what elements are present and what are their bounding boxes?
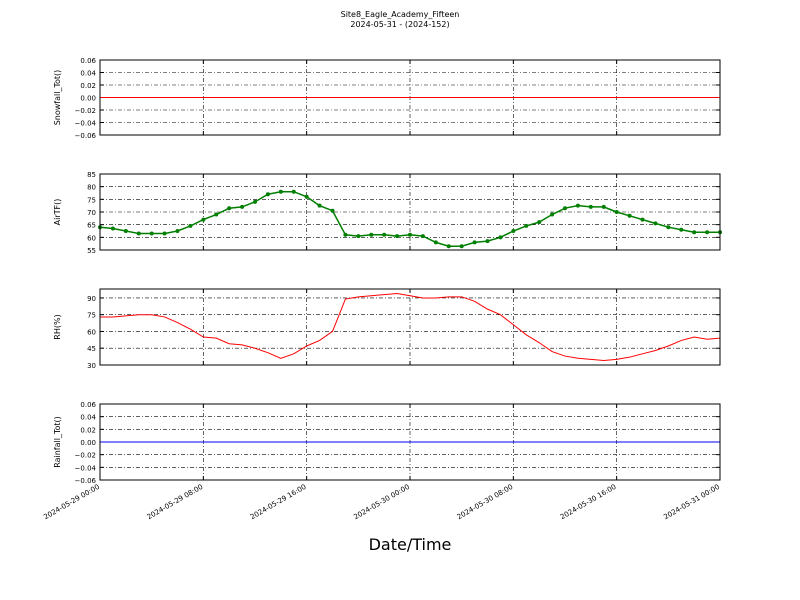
- data-point: [524, 223, 529, 228]
- data-point: [162, 231, 167, 236]
- subtitle: 2024-05-31 - (2024-152): [350, 20, 449, 29]
- plot-frame: [99, 173, 721, 251]
- data-point: [408, 232, 412, 237]
- data-point: [472, 240, 477, 245]
- plot-frame: [99, 403, 721, 481]
- data-point: [485, 239, 490, 244]
- y-tick-label: 0.00: [80, 439, 96, 447]
- y-tick-label: −0.06: [75, 477, 97, 485]
- plot-frame: [99, 288, 721, 366]
- data-point: [136, 231, 141, 236]
- data-point: [679, 227, 684, 232]
- y-tick-label: −0.04: [75, 120, 97, 128]
- y-tick-label: 55: [87, 247, 96, 255]
- y-axis-label: Rainfall_Tot(): [53, 416, 62, 468]
- data-point: [563, 206, 567, 211]
- y-tick-label: 70: [87, 209, 96, 217]
- data-point: [640, 217, 645, 222]
- y-tick-label: 75: [87, 312, 96, 320]
- data-point: [459, 244, 464, 249]
- data-point: [614, 210, 619, 214]
- title: Site8_Eagle_Academy_Fifteen: [341, 10, 460, 19]
- data-point: [653, 221, 658, 226]
- data-point: [330, 208, 335, 213]
- data-point: [498, 235, 503, 240]
- data-point: [537, 220, 542, 225]
- data-point: [304, 194, 309, 199]
- y-tick-label: 0.06: [80, 57, 96, 65]
- y-tick-label: 30: [87, 362, 96, 370]
- data-point: [227, 206, 232, 211]
- y-tick-label: 60: [87, 328, 96, 336]
- data-point: [278, 189, 283, 194]
- y-tick-label: 90: [87, 295, 96, 303]
- y-tick-label: 85: [87, 171, 96, 179]
- data-point: [382, 232, 387, 237]
- y-tick-label: −0.02: [75, 452, 96, 460]
- data-line: [100, 292, 721, 362]
- data-point: [149, 231, 154, 236]
- data-point: [575, 203, 580, 208]
- data-point: [369, 232, 374, 237]
- y-tick-label: −0.02: [75, 107, 96, 115]
- data-point: [343, 232, 348, 237]
- data-point: [601, 204, 606, 209]
- y-tick-label: −0.06: [75, 132, 97, 140]
- y-tick-label: −0.04: [75, 464, 97, 472]
- y-tick-label: 0.04: [80, 70, 96, 78]
- y-tick-label: 60: [87, 234, 96, 242]
- data-point: [175, 229, 180, 233]
- y-axis-label: Snowfall_Tot(): [53, 70, 62, 126]
- data-point: [317, 203, 322, 208]
- y-axis-label: AirTF(): [53, 199, 62, 226]
- data-point: [214, 212, 219, 217]
- data-point: [201, 217, 206, 222]
- data-point: [356, 234, 361, 239]
- data-point: [420, 234, 425, 239]
- y-tick-label: 45: [87, 345, 96, 353]
- data-point: [692, 230, 697, 235]
- y-tick-label: 0.04: [80, 414, 96, 422]
- data-point: [705, 230, 710, 235]
- y-axis-label: RH(%): [53, 314, 62, 339]
- data-point: [666, 225, 671, 230]
- plot-frame: [99, 59, 721, 136]
- y-tick-label: 80: [87, 184, 96, 192]
- data-point: [253, 199, 257, 204]
- y-tick-label: 65: [87, 222, 96, 230]
- data-point: [627, 213, 632, 218]
- data-point: [110, 226, 115, 231]
- data-point: [588, 204, 593, 209]
- data-point: [446, 244, 451, 249]
- y-tick-label: 0.02: [80, 426, 96, 434]
- data-point: [433, 240, 438, 245]
- data-point: [395, 234, 400, 239]
- y-tick-label: 0.06: [80, 401, 96, 409]
- data-point: [291, 189, 296, 194]
- data-point: [188, 223, 193, 228]
- data-point: [265, 192, 270, 197]
- y-tick-label: 75: [87, 196, 96, 204]
- y-tick-label: 0.00: [80, 95, 96, 103]
- data-point: [511, 229, 516, 233]
- x-axis-label: Date/Time: [369, 535, 452, 554]
- data-point: [550, 212, 555, 217]
- data-point: [123, 229, 128, 233]
- y-tick-label: 0.02: [80, 82, 96, 90]
- data-point: [240, 204, 245, 209]
